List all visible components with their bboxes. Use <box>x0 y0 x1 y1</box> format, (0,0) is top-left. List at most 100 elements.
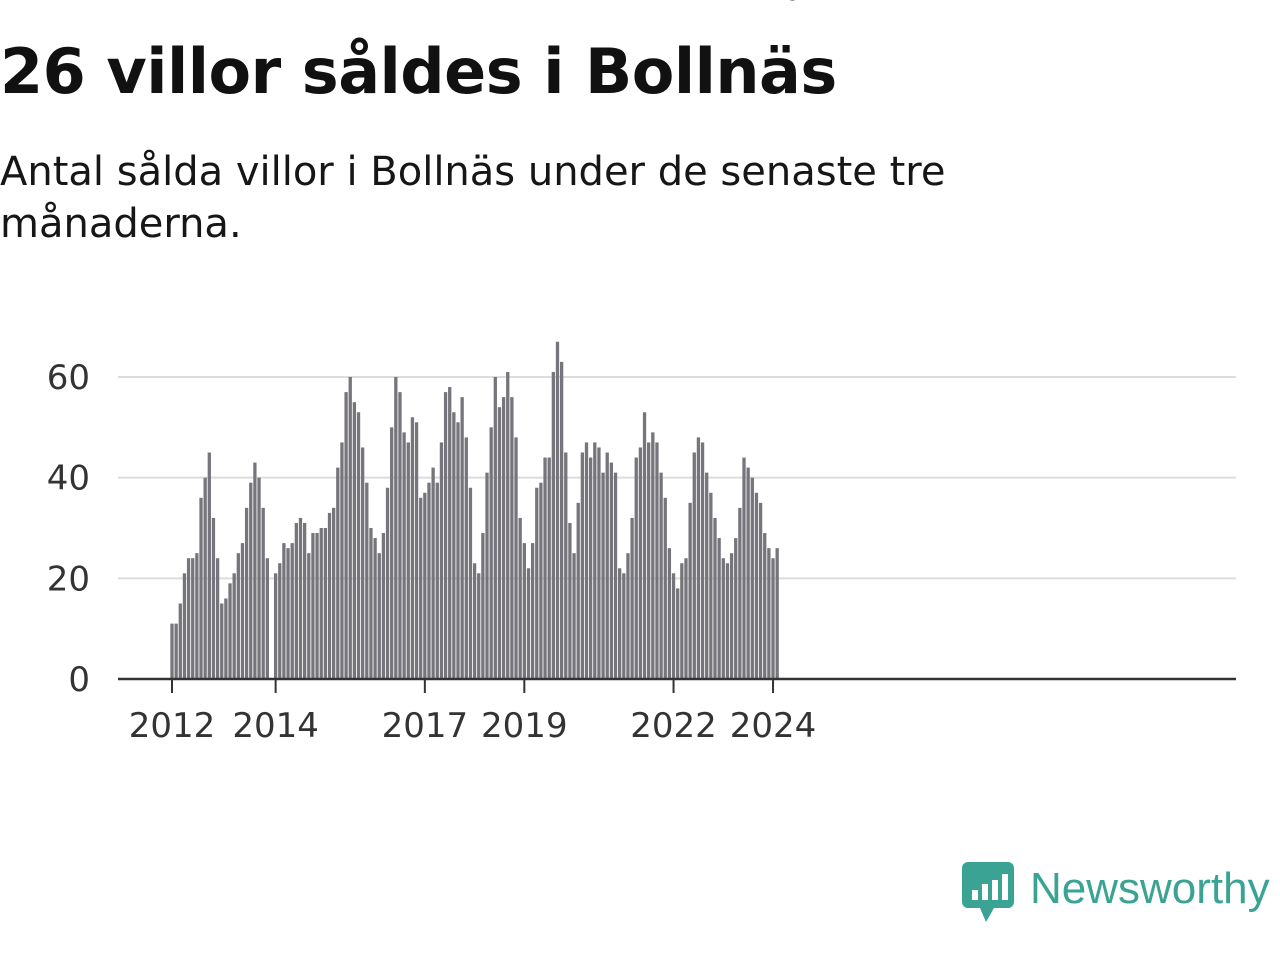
bar <box>191 558 195 679</box>
bar <box>493 377 497 679</box>
bar <box>402 432 406 679</box>
bar <box>742 457 746 679</box>
bar <box>282 543 286 679</box>
bar <box>410 417 415 679</box>
bar <box>323 528 328 679</box>
bar <box>626 553 630 679</box>
x-tick-label: 2012 <box>129 706 216 746</box>
bar <box>261 507 265 679</box>
bar <box>385 487 390 679</box>
bar <box>680 563 684 679</box>
bar <box>249 482 253 679</box>
x-tick-label: 2014 <box>232 706 319 746</box>
bar <box>240 543 245 679</box>
bar <box>228 583 232 679</box>
bar <box>659 472 663 679</box>
bar <box>738 507 742 679</box>
bar-chart: 0 20 40 60 2012 2014 2017 2019 2022 2024 26 <box>47 0 1236 746</box>
bar <box>257 477 261 679</box>
bar <box>332 507 336 679</box>
bar <box>361 447 365 679</box>
bar <box>443 392 448 679</box>
bar <box>518 517 522 679</box>
bar <box>265 558 269 679</box>
bar <box>456 422 460 679</box>
bar <box>220 603 224 679</box>
bar <box>398 392 402 679</box>
bar <box>414 422 419 679</box>
bar <box>481 533 485 679</box>
bar <box>688 502 692 679</box>
bar <box>713 517 717 679</box>
bar <box>290 543 294 679</box>
bar <box>771 558 775 679</box>
bar <box>551 371 555 679</box>
bar <box>705 472 709 679</box>
bar <box>178 603 182 679</box>
brand-name: Newsworthy <box>1030 864 1270 913</box>
bar <box>394 377 398 679</box>
bar <box>584 442 589 679</box>
bar <box>195 553 199 679</box>
bar <box>452 412 456 679</box>
bar <box>485 472 489 679</box>
bar <box>642 412 647 679</box>
bar <box>423 492 427 679</box>
bar <box>522 543 526 679</box>
bar <box>526 568 531 679</box>
bar <box>477 573 481 679</box>
bar <box>170 623 174 679</box>
bar <box>381 533 386 679</box>
bar <box>336 467 340 679</box>
bar <box>638 447 643 679</box>
bar <box>729 553 734 679</box>
bar <box>352 402 357 679</box>
bar <box>767 548 771 679</box>
bar <box>671 573 676 679</box>
bar <box>576 502 580 679</box>
bar <box>547 457 551 679</box>
bar <box>572 553 576 679</box>
bar <box>501 397 506 679</box>
bar <box>700 442 705 679</box>
bar <box>539 482 543 679</box>
bar <box>692 452 696 679</box>
bar <box>734 538 738 679</box>
bar <box>236 553 240 679</box>
bar <box>307 553 311 679</box>
bar <box>315 533 319 679</box>
bar <box>182 573 187 679</box>
bar <box>775 548 779 679</box>
bar <box>174 623 178 679</box>
bar <box>390 427 394 679</box>
bar <box>543 457 547 679</box>
bar <box>721 558 725 679</box>
bar <box>460 397 464 679</box>
bar <box>244 507 249 679</box>
bar <box>559 361 564 679</box>
bar <box>406 442 410 679</box>
x-tick-label: 2024 <box>730 706 817 746</box>
bar <box>613 472 618 679</box>
bar <box>593 442 597 679</box>
y-tick-label: 20 <box>47 559 90 599</box>
bar <box>207 452 211 679</box>
bar <box>253 462 257 679</box>
bar <box>750 477 754 679</box>
bar <box>725 563 730 679</box>
bar <box>348 377 352 679</box>
bar <box>199 497 203 679</box>
bar <box>294 522 298 679</box>
bar-chart-speech-bubble-icon <box>962 862 1014 922</box>
bar <box>588 457 593 679</box>
bar <box>419 497 423 679</box>
bar <box>373 538 377 679</box>
bar <box>273 573 278 679</box>
bar <box>224 598 228 679</box>
bar <box>439 442 444 679</box>
bar <box>431 467 435 679</box>
bar <box>514 437 518 679</box>
bar <box>340 442 344 679</box>
bar <box>618 568 622 679</box>
bar <box>605 452 609 679</box>
